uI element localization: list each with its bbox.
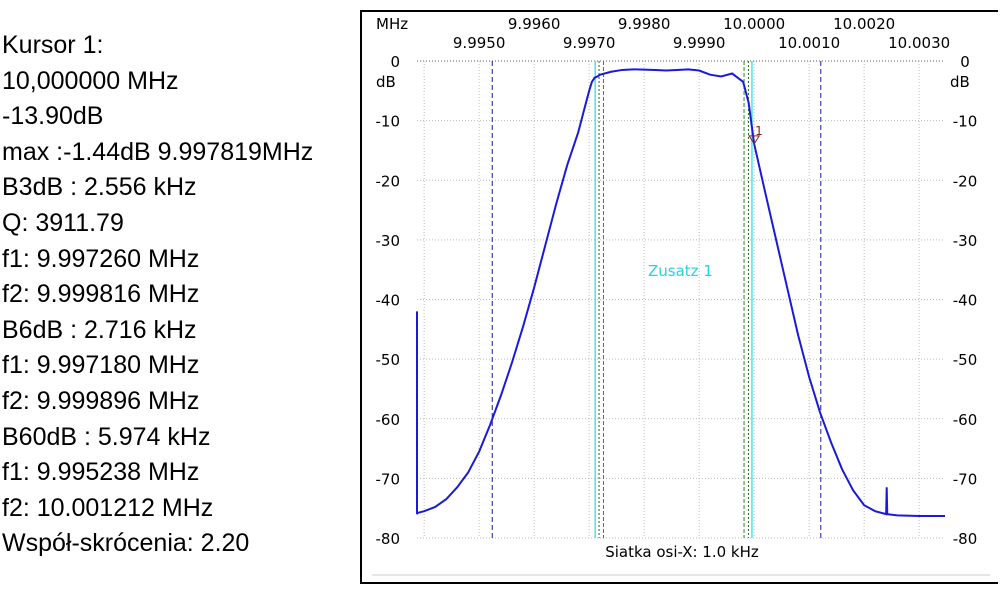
y-tick-label-right: -60 xyxy=(953,411,978,429)
y-tick-label-left: -30 xyxy=(376,232,401,250)
x-tick-label-lower: 9.9990 xyxy=(673,34,726,52)
x-tick-label-upper: 10.0020 xyxy=(833,15,895,33)
readout-line: Kursor 1: xyxy=(2,31,104,59)
readout-line: f1: 9.995238 MHz xyxy=(2,458,200,487)
y-tick-label-right: -40 xyxy=(953,292,978,310)
readout-line: Q: 3911.79 xyxy=(2,208,124,237)
y-tick-label-right: -10 xyxy=(953,113,978,131)
x-tick-label-lower: 10.0010 xyxy=(778,34,840,52)
readout-line: 10,000000 MHz xyxy=(2,66,179,95)
y-tick-label-right: 0 xyxy=(960,53,970,71)
x-tick-label-lower: 10.0030 xyxy=(888,34,950,52)
y-unit-label-left: dB xyxy=(376,73,396,91)
readout-line: f1: 9.997180 MHz xyxy=(2,351,200,380)
x-unit-label: MHz xyxy=(376,15,408,33)
readout-line: f2: 9.999896 MHz xyxy=(2,386,200,415)
cursor-marker-icon xyxy=(748,135,761,145)
readout-line: B6dB : 2.716 kHz xyxy=(2,315,197,344)
y-tick-label-left: -40 xyxy=(376,292,401,310)
y-tick-label-right: -50 xyxy=(953,351,978,369)
x-tick-label-upper: 9.9980 xyxy=(618,15,671,33)
x-tick-label-upper: 10.0000 xyxy=(723,15,785,33)
x-tick-label-upper: 9.9960 xyxy=(508,15,561,33)
response-curve xyxy=(416,68,945,517)
x-tick-label-lower: 9.9970 xyxy=(563,34,616,52)
y-tick-label-right: -20 xyxy=(953,172,978,190)
readout-line: f2: 10.001212 MHz xyxy=(2,493,214,522)
grid-footer: Siatka osi-X: 1.0 kHz xyxy=(605,543,759,561)
readout-line: f2: 9.999816 MHz xyxy=(2,280,200,309)
cursor-marker-label: 1 xyxy=(755,124,763,138)
x-tick-label-lower: 9.9950 xyxy=(453,34,506,52)
readout-line: B3dB : 2.556 kHz xyxy=(2,173,197,202)
y-tick-label-right: -30 xyxy=(953,232,978,250)
readout-line: max :-1.44dB 9.997819MHz xyxy=(2,137,314,166)
y-tick-label-left: -70 xyxy=(376,470,401,488)
readout-line: Współ-skrócenia: 2.20 xyxy=(2,529,250,558)
y-tick-label-left: -60 xyxy=(376,411,401,429)
y-tick-label-right: -70 xyxy=(953,470,978,488)
y-tick-label-left: -20 xyxy=(376,172,401,190)
readout-line: -13.90dB xyxy=(2,102,104,131)
y-tick-label-left: -10 xyxy=(376,113,401,131)
chart-panel: 1 0 0 -10 -10 -20 -20 -30 -30 -40 -40 -50 -50 -60 -60… xyxy=(360,10,998,584)
y-tick-label-left: 0 xyxy=(390,53,400,71)
y-unit-label-right: dB xyxy=(950,73,970,91)
readout-line: f1: 9.997260 MHz xyxy=(2,244,200,273)
y-tick-label-left: -80 xyxy=(376,530,401,548)
y-tick-label-right: -80 xyxy=(953,530,978,548)
annotation-zusatz: Zusatz 1 xyxy=(648,262,713,280)
frequency-response-chart: 1 0 0 -10 -10 -20 -20 -30 -30 -40 -40 -50 -50 -60 -60… xyxy=(372,15,990,576)
measurement-readout: Kursor 1: 10,000000 MHz -13.90dB max :-1.4… xyxy=(2,28,360,562)
y-tick-label-left: -50 xyxy=(376,351,401,369)
readout-line: B60dB : 5.974 kHz xyxy=(2,422,211,451)
